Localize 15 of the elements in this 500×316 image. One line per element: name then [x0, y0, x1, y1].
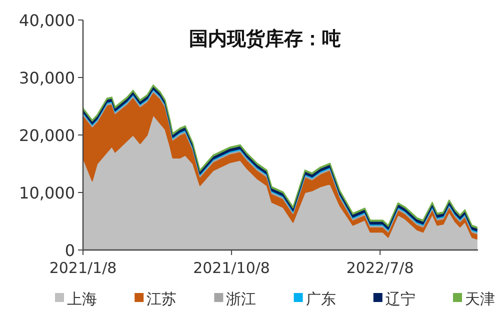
legend-label: 广东: [306, 290, 336, 308]
legend-label: 天津: [465, 290, 495, 308]
x-tick-label: 2022/7/8: [346, 259, 414, 277]
y-tick-label: 0: [64, 241, 75, 260]
y-tick-label: 40,000: [19, 11, 75, 30]
y-tick-label: 30,000: [19, 68, 75, 88]
x-tick-label: 2021/1/8: [49, 259, 117, 277]
legend-label: 浙江: [226, 290, 256, 308]
legend-label: 辽宁: [385, 290, 416, 308]
legend-label: 江苏: [146, 290, 177, 308]
y-tick-label: 10,000: [19, 184, 75, 202]
y-tick-label: 20,000: [19, 126, 75, 145]
legend-label: 上海: [67, 290, 97, 308]
x-tick-label: 2021/10/8: [193, 259, 270, 277]
chart-title: 国内现货库存：吨: [189, 28, 341, 50]
